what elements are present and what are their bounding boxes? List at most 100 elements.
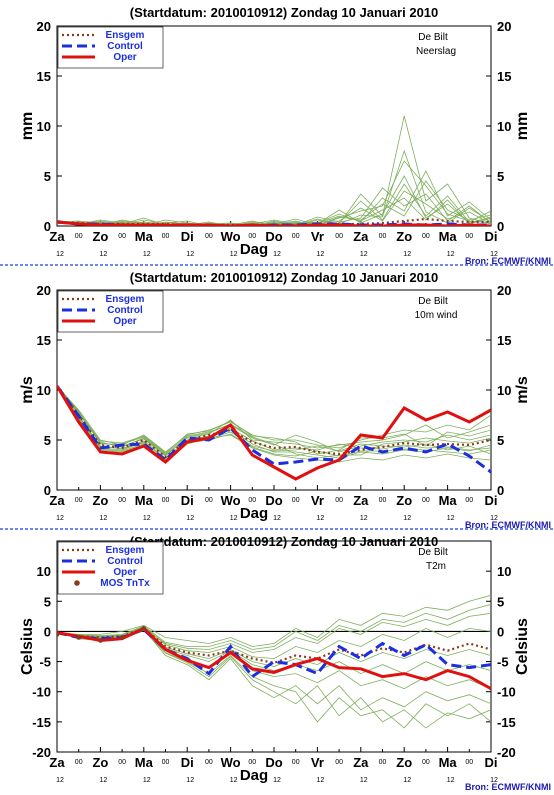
x-tick-label: Di	[181, 755, 194, 770]
x-mid-label: 00	[335, 759, 343, 766]
x-sub-label: 12	[143, 777, 151, 784]
ensemble-member-line	[57, 385, 491, 462]
ensemble-member-line	[57, 603, 491, 650]
y-tick-label-left: 15	[37, 333, 51, 348]
x-tick-label: Ma	[135, 755, 154, 770]
x-tick-label: Za	[353, 229, 369, 244]
y-tick-label-right: 15	[497, 69, 511, 84]
x-sub-label: 12	[447, 515, 455, 522]
x-tick-label: Di	[485, 493, 498, 508]
y-tick-label-right: 15	[497, 333, 511, 348]
ensemble-member-line	[57, 385, 491, 463]
series-oper-line	[57, 626, 491, 691]
x-sub-label: 12	[447, 777, 455, 784]
y-tick-label-right: 10	[497, 564, 511, 579]
x-tick-label: Ma	[135, 229, 154, 244]
y-tick-label-left: -10	[32, 685, 51, 700]
y-tick-label-right: 10	[497, 383, 511, 398]
x-mid-label: 00	[465, 233, 473, 240]
legend-label: Control	[107, 41, 143, 52]
x-mid-label: 00	[379, 233, 387, 240]
x-mid-label: 00	[118, 233, 126, 240]
x-sub-label: 12	[403, 515, 411, 522]
y-tick-label-left: 0	[44, 483, 51, 498]
legend-label: Oper	[113, 567, 136, 578]
chart-title: (Startdatum: 2010010912) Zondag 10 Janua…	[130, 270, 439, 285]
x-mid-label: 00	[205, 497, 213, 504]
x-mid-label: 00	[335, 497, 343, 504]
legend-box	[57, 290, 164, 333]
ensemble-member-line	[57, 627, 491, 667]
x-tick-label: Do	[265, 755, 282, 770]
ensemble-member-line	[57, 149, 491, 226]
y-tick-label-right: -20	[497, 745, 516, 760]
x-mid-label: 00	[118, 497, 126, 504]
mos-point	[119, 635, 125, 640]
legend-label: Ensgem	[106, 545, 145, 556]
y-axis-label-right: Celsius	[514, 618, 531, 675]
x-mid-label: 00	[292, 497, 300, 504]
x-mid-label: 00	[292, 233, 300, 240]
x-sub-label: 12	[143, 515, 151, 522]
x-axis-label: Dag	[240, 505, 268, 522]
legend-label: Oper	[113, 52, 136, 63]
legend-label: MOS TnTx	[100, 578, 150, 589]
y-tick-label-left: -5	[39, 655, 51, 670]
legend-label: Control	[107, 305, 143, 316]
y-tick-label-left: 20	[37, 19, 51, 34]
x-mid-label: 00	[379, 497, 387, 504]
x-sub-label: 12	[273, 251, 281, 258]
ensemble-member-line	[57, 385, 491, 455]
y-axis-label-left: Celsius	[19, 618, 36, 675]
x-tick-label: Di	[181, 493, 194, 508]
x-tick-label: Ma	[135, 493, 154, 508]
source-credit: Bron: ECMWF/KNMI	[465, 520, 551, 530]
x-sub-label: 12	[490, 251, 498, 258]
legend-symbol-mos	[74, 580, 80, 586]
y-tick-label-left: 5	[44, 594, 51, 609]
x-sub-label: 12	[143, 251, 151, 258]
x-mid-label: 00	[162, 497, 170, 504]
series-ensgem-line	[57, 385, 491, 459]
x-tick-label: Ma	[439, 493, 458, 508]
y-tick-label-left: 10	[37, 564, 51, 579]
y-tick-label-right: 0	[497, 483, 504, 498]
x-tick-label: Wo	[221, 229, 241, 244]
x-tick-label: Wo	[221, 493, 241, 508]
x-tick-label: Zo	[396, 493, 412, 508]
ensemble-member-line	[57, 629, 491, 711]
x-axis-label: Dag	[240, 767, 268, 784]
x-tick-label: Zo	[92, 493, 108, 508]
x-sub-label: 12	[273, 777, 281, 784]
y-tick-label-right: 5	[497, 169, 504, 184]
x-mid-label: 00	[248, 497, 256, 504]
chart-title: (Startdatum: 2010010912) Zondag 10 Janua…	[130, 5, 439, 20]
station-name: De Bilt	[418, 547, 448, 558]
legend-label: Control	[107, 556, 143, 567]
source-credit: Bron: ECMWF/KNMI	[465, 782, 551, 792]
legend-box	[57, 26, 164, 69]
x-tick-label: Zo	[396, 755, 412, 770]
x-mid-label: 00	[162, 759, 170, 766]
mos-point	[57, 632, 60, 637]
x-tick-label: Do	[265, 493, 282, 508]
ensemble-member-line	[57, 385, 491, 455]
x-sub-label: 12	[230, 515, 238, 522]
y-tick-label-right: 5	[497, 594, 504, 609]
x-sub-label: 12	[360, 777, 368, 784]
station-name: De Bilt	[418, 32, 448, 43]
x-mid-label: 00	[75, 233, 83, 240]
x-sub-label: 12	[230, 251, 238, 258]
x-sub-label: 12	[100, 515, 108, 522]
x-sub-label: 12	[317, 515, 325, 522]
series-control-line	[57, 385, 491, 474]
series-ensgem-line	[57, 217, 491, 226]
y-tick-label-left: -15	[32, 715, 51, 730]
mos-point	[98, 638, 103, 643]
x-sub-label: 12	[360, 251, 368, 258]
x-mid-label: 00	[465, 759, 473, 766]
x-mid-label: 00	[248, 759, 256, 766]
